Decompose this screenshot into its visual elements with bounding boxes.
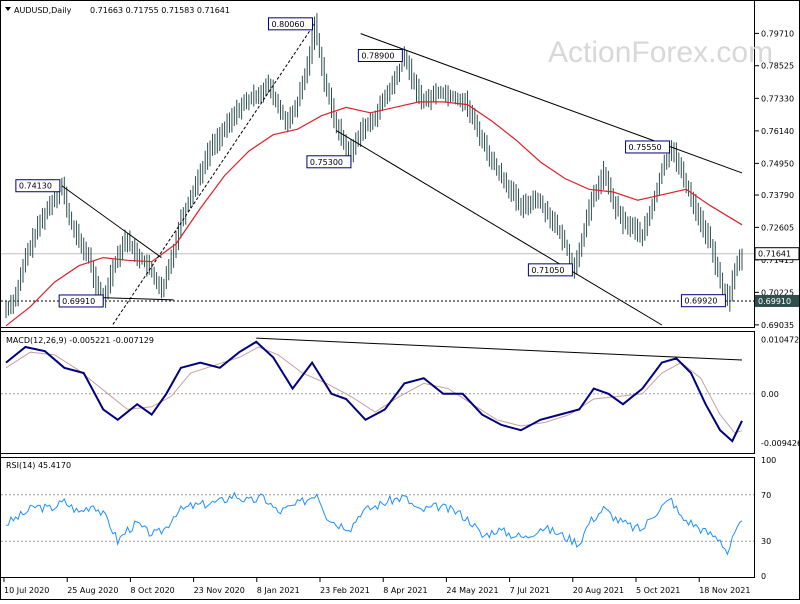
time-tick-label: 7 Jul 2021 bbox=[510, 586, 550, 595]
rsi-tick-label: 100 bbox=[761, 456, 776, 465]
price-tick-label: 0.79710 bbox=[761, 29, 794, 38]
rsi-tick-label: 70 bbox=[761, 491, 771, 500]
swing-label: 0.80060 bbox=[271, 20, 304, 29]
price-axis: 0.79710 0.78525 0.77330 0.76140 0.74950 0.737… bbox=[755, 29, 794, 330]
chevron-down-icon bbox=[5, 7, 11, 11]
macd-line bbox=[5, 340, 743, 443]
support-price-label: 0.69910 bbox=[758, 297, 791, 306]
trendline bbox=[360, 33, 743, 174]
time-tick-label: 8 Apr 2021 bbox=[383, 586, 427, 595]
macd-signal-line bbox=[5, 346, 743, 434]
time-axis: 10 Jul 2020 25 Aug 2020 8 Oct 2020 23 Nov 2… bbox=[3, 578, 750, 595]
macd-plot bbox=[1, 337, 754, 443]
swing-label: 0.69910 bbox=[62, 297, 95, 306]
price-labels: 0.71641 0.69910 0.80060 0.78900 0.75300 0.741… bbox=[15, 17, 800, 308]
swing-label-box bbox=[267, 17, 313, 31]
trendline bbox=[336, 130, 663, 326]
macd-axis: 0.010472 0.00 -0.009426 bbox=[761, 335, 800, 447]
support-price-box bbox=[755, 294, 799, 307]
rsi-title: RSI(14) 45.4170 bbox=[6, 461, 71, 470]
ohlc-readout: 0.71663 0.71755 0.71583 0.71641 bbox=[90, 6, 230, 15]
price-plot bbox=[1, 13, 754, 327]
swing-label: 0.75300 bbox=[310, 158, 343, 167]
swing-label-box bbox=[306, 155, 352, 169]
macd-tick-label: -0.009426 bbox=[761, 439, 800, 448]
time-tick-label: 10 Jul 2020 bbox=[4, 586, 49, 595]
current-price-box bbox=[754, 247, 800, 261]
trendline bbox=[112, 23, 315, 325]
moving-average-line bbox=[5, 101, 743, 327]
swing-label: 0.71050 bbox=[531, 266, 564, 275]
price-tick-label: 0.78525 bbox=[761, 62, 794, 71]
rsi-line bbox=[5, 491, 743, 556]
price-tick-label: 0.70225 bbox=[761, 288, 794, 297]
watermark: ActionForex.com bbox=[548, 36, 773, 69]
time-tick-label: 20 Aug 2021 bbox=[573, 586, 624, 595]
symbol-title: AUDUSD,Daily bbox=[14, 6, 72, 15]
rsi-pane bbox=[0, 457, 755, 578]
trendline bbox=[61, 185, 162, 258]
rsi-tick-label: 0 bbox=[761, 572, 766, 581]
time-tick-label: 25 Aug 2020 bbox=[67, 586, 118, 595]
macd-pane bbox=[0, 331, 755, 454]
rsi-plot bbox=[1, 491, 754, 556]
time-tick-label: 8 Jan 2021 bbox=[257, 586, 300, 595]
macd-tick-label: 0.00 bbox=[761, 390, 779, 399]
price-tick-label: 0.77330 bbox=[761, 94, 794, 103]
swing-label-box bbox=[680, 294, 726, 308]
price-tick-label: 0.71415 bbox=[761, 256, 794, 265]
price-tick-label: 0.73790 bbox=[761, 191, 794, 200]
time-tick-label: 24 May 2021 bbox=[446, 586, 498, 595]
swing-label: 0.74130 bbox=[19, 182, 52, 191]
time-tick-label: 5 Oct 2021 bbox=[636, 586, 680, 595]
swing-label-box bbox=[58, 294, 104, 308]
time-tick-label: 23 Nov 2020 bbox=[194, 586, 245, 595]
swing-label: 0.69920 bbox=[684, 297, 717, 306]
swing-label: 0.75550 bbox=[629, 143, 662, 152]
time-tick-label: 23 Feb 2021 bbox=[320, 586, 370, 595]
rsi-tick-label: 30 bbox=[761, 537, 771, 546]
macd-title: MACD(12,26,9) -0.005221 -0.007129 bbox=[6, 336, 154, 345]
swing-label-box bbox=[357, 48, 403, 62]
swing-label-box bbox=[527, 263, 573, 277]
price-tick-label: 0.72605 bbox=[761, 223, 794, 232]
swing-label-box bbox=[15, 179, 61, 193]
symbol-header: AUDUSD,Daily 0.71663 0.71755 0.71583 0.7… bbox=[5, 6, 230, 15]
price-tick-label: 0.76140 bbox=[761, 127, 794, 136]
macd-tick-label: 0.010472 bbox=[761, 335, 799, 344]
swing-label: 0.78900 bbox=[361, 51, 394, 60]
rsi-axis: 100 70 30 0 bbox=[761, 456, 776, 581]
price-tick-label: 0.74950 bbox=[761, 159, 794, 168]
price-tick-label: 0.69035 bbox=[761, 321, 794, 330]
macd-trendline bbox=[256, 337, 743, 361]
swing-label-box bbox=[625, 140, 671, 154]
current-price-label: 0.71641 bbox=[758, 250, 791, 259]
time-tick-label: 8 Oct 2020 bbox=[130, 586, 174, 595]
time-tick-label: 18 Nov 2021 bbox=[699, 586, 750, 595]
